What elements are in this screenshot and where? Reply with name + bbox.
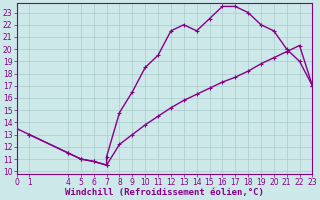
X-axis label: Windchill (Refroidissement éolien,°C): Windchill (Refroidissement éolien,°C) <box>65 188 264 197</box>
